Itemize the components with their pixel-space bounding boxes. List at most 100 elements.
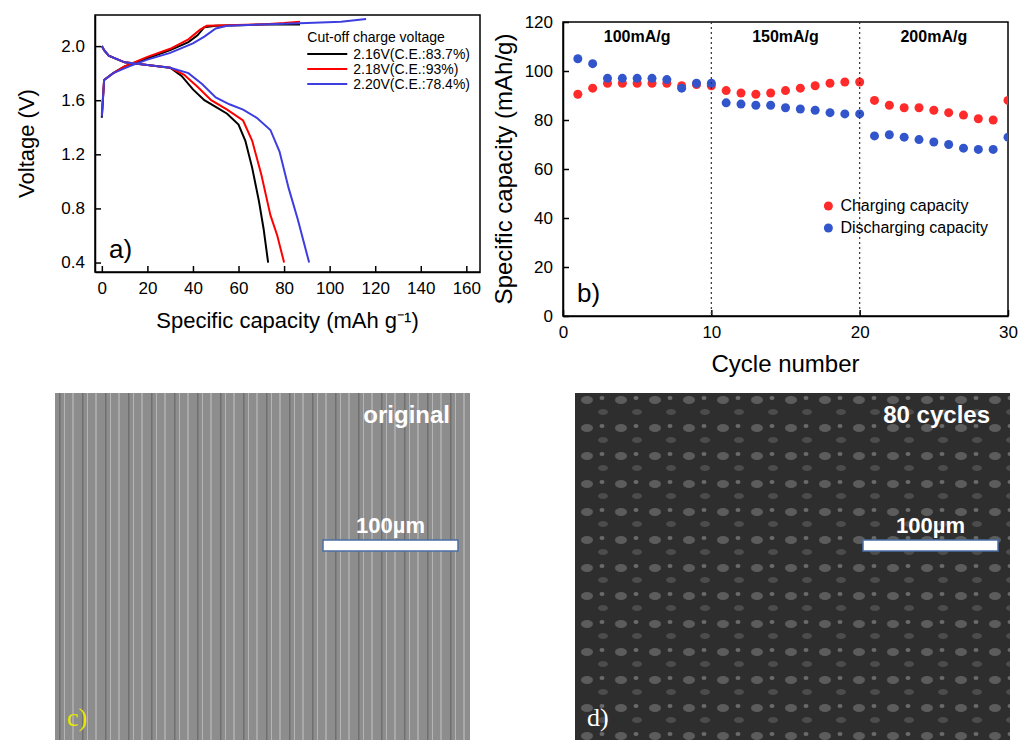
data-point: [751, 101, 760, 110]
data-point: [796, 84, 805, 93]
data-point: [929, 138, 938, 147]
y-tick: 100: [525, 62, 569, 81]
sem-panel: original100µmc): [55, 393, 470, 740]
data-point: [974, 145, 983, 154]
x-tick-label: 20: [851, 323, 870, 342]
sem-panel: 80 cycles100µmd): [575, 393, 1010, 740]
y-axis: 0 20 40 60 80 100 120: [525, 13, 569, 326]
x-tick: 120: [362, 266, 390, 298]
data-point: [751, 90, 760, 99]
y-tick: 0.4: [61, 253, 101, 272]
x-tick: 20: [138, 266, 157, 298]
x-tick-label: 160: [453, 279, 481, 298]
x-tick-mark: [147, 266, 149, 272]
data-point: [781, 86, 790, 95]
y-tick-mark: [563, 71, 569, 73]
image-caption: 80 cycles: [883, 401, 990, 428]
data-point: [618, 74, 627, 83]
y-tick-label: 0: [544, 307, 553, 326]
plot-marks: [573, 22, 1008, 316]
scale-bar-label: 100µm: [356, 513, 425, 538]
y-tick: 1.2: [61, 145, 101, 164]
y-tick-mark: [95, 100, 101, 102]
x-tick-mark: [193, 266, 195, 272]
y-axis-title: Voltage (V): [14, 89, 39, 198]
x-tick-mark: [421, 266, 423, 272]
x-axis: 0102030: [559, 310, 1018, 342]
x-tick-mark: [284, 266, 286, 272]
data-point: [915, 103, 924, 112]
y-tick-label: 80: [534, 111, 553, 130]
data-point: [929, 106, 938, 115]
x-axis-title: Specific capacity (mAh g⁻¹): [156, 308, 419, 333]
data-point: [1004, 133, 1009, 142]
plot-frame: [95, 15, 480, 272]
y-axis-title: Specific capacity (mAh/g): [490, 34, 517, 305]
figure: 0 20 40 60 80 100 120 140 160 0.4 0.8 1.2 1.6 2.0 Spec…: [0, 0, 1032, 744]
data-point: [662, 75, 671, 84]
y-tick-label: 0.8: [61, 199, 85, 218]
x-tick: 140: [407, 266, 435, 298]
y-axis: 0.4 0.8 1.2 1.6 2.0: [61, 16, 101, 273]
x-tick-label: 30: [999, 323, 1018, 342]
data-line: [102, 22, 300, 263]
annotation: 150mA/g: [752, 28, 819, 45]
data-point: [603, 74, 612, 83]
data-point: [900, 133, 909, 142]
y-tick-mark: [95, 262, 101, 264]
data-point: [588, 84, 597, 93]
x-tick-label: 120: [362, 279, 390, 298]
x-tick-label: 20: [138, 279, 157, 298]
y-tick-mark: [563, 22, 569, 24]
data-point: [885, 130, 894, 139]
annotation: 200mA/g: [900, 28, 967, 45]
y-tick-label: 2.0: [61, 37, 85, 56]
y-tick-mark: [563, 218, 569, 220]
sem-image: [575, 393, 1010, 740]
y-tick: 20: [534, 258, 569, 277]
scale-bar: [323, 540, 458, 551]
y-tick-label: 1.6: [61, 91, 85, 110]
data-point: [885, 101, 894, 110]
data-line: [102, 24, 300, 262]
x-tick: 160: [453, 266, 481, 298]
sem-image: [55, 393, 470, 740]
y-tick: 0.8: [61, 199, 101, 218]
legend-label: 2.16V(C.E.:83.7%): [353, 46, 470, 62]
data-point: [633, 74, 642, 83]
data-point: [811, 106, 820, 115]
data-point: [737, 100, 746, 109]
data-point: [1004, 96, 1009, 105]
y-tick-mark: [563, 267, 569, 269]
y-tick-mark: [563, 120, 569, 122]
y-tick: 2.0: [61, 37, 101, 56]
data-point: [915, 135, 924, 144]
x-tick: 100: [316, 266, 344, 298]
legend-swatch: [307, 68, 347, 70]
legend-title: Cut-off charge voltage: [307, 29, 445, 45]
chart-panel: 0204060801001201401600.40.81.21.62.0Spec…: [14, 15, 481, 333]
x-axis-line: [564, 316, 1009, 318]
x-axis: 020406080100120140160: [96, 266, 482, 298]
legend-swatch: [824, 224, 833, 233]
legend-label: Charging capacity: [840, 197, 968, 214]
x-tick-label: 10: [702, 323, 721, 342]
y-tick: 60: [534, 160, 569, 179]
plot-marks: [102, 19, 366, 262]
data-point: [677, 84, 686, 93]
data-point: [959, 144, 968, 153]
x-tick: 20: [851, 310, 870, 342]
y-tick-label: 120: [525, 13, 553, 32]
y-tick-mark: [95, 46, 101, 48]
y-tick: 40: [534, 209, 569, 228]
y-tick-mark: [95, 154, 101, 156]
data-point: [573, 90, 582, 99]
x-tick-mark: [466, 266, 468, 272]
x-axis-line: [96, 272, 481, 274]
x-tick-label: 100: [316, 279, 344, 298]
y-tick-label: 60: [534, 160, 553, 179]
data-point: [840, 109, 849, 118]
legend: 2.16V(C.E.:83.7%)2.18V(C.E.:93%)2.20V(C.…: [307, 29, 470, 92]
data-point: [900, 103, 909, 112]
data-point: [959, 111, 968, 120]
